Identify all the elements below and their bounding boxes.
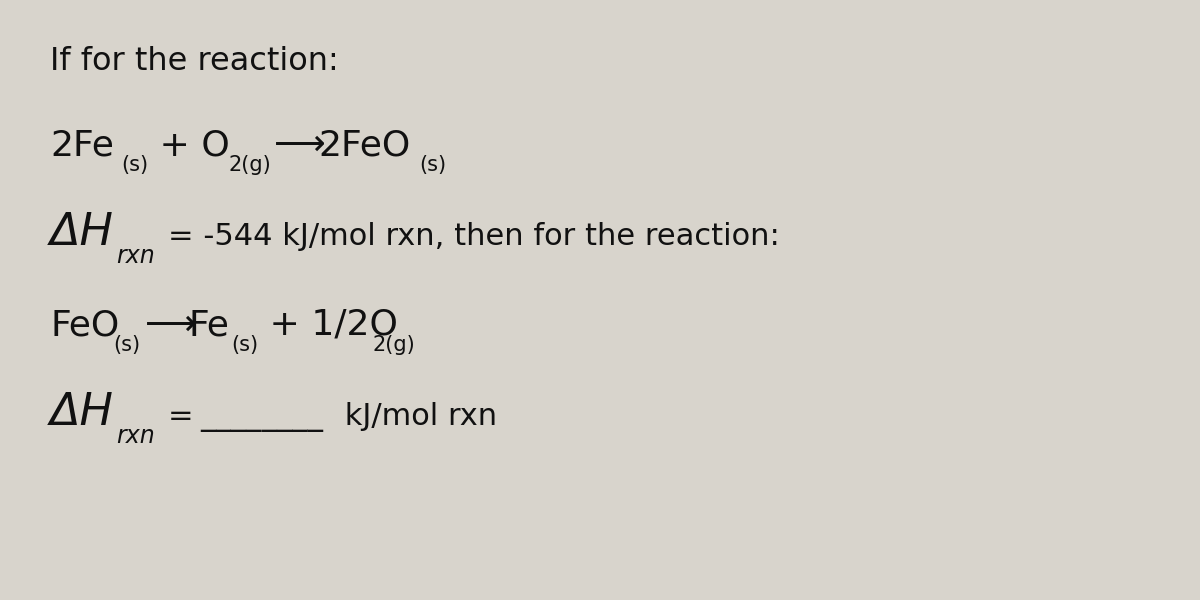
Text: =: = (168, 402, 193, 431)
Text: 2FeO: 2FeO (318, 128, 410, 162)
Text: 2(g): 2(g) (372, 335, 415, 355)
Text: (s): (s) (113, 335, 140, 355)
Text: (s): (s) (419, 155, 446, 175)
Text: ⟶: ⟶ (274, 128, 325, 162)
Text: (s): (s) (121, 155, 148, 175)
Text: rxn: rxn (116, 244, 155, 268)
Text: ________: ________ (200, 403, 323, 432)
Text: 2(g): 2(g) (228, 155, 271, 175)
Text: If for the reaction:: If for the reaction: (50, 46, 338, 77)
Text: rxn: rxn (116, 424, 155, 448)
Text: 2Fe: 2Fe (50, 128, 114, 162)
Text: ΔH: ΔH (50, 391, 114, 434)
Text: (s): (s) (230, 335, 258, 355)
Text: ⟶: ⟶ (145, 308, 197, 342)
Text: Fe: Fe (188, 308, 229, 342)
Text: kJ/mol rxn: kJ/mol rxn (335, 402, 497, 431)
Text: ΔH: ΔH (50, 211, 114, 254)
Text: + O: + O (148, 128, 229, 162)
Text: + 1/2O: + 1/2O (258, 308, 398, 342)
Text: = -544 kJ/mol rxn, then for the reaction:: = -544 kJ/mol rxn, then for the reaction… (168, 222, 780, 251)
Text: FeO: FeO (50, 308, 119, 342)
